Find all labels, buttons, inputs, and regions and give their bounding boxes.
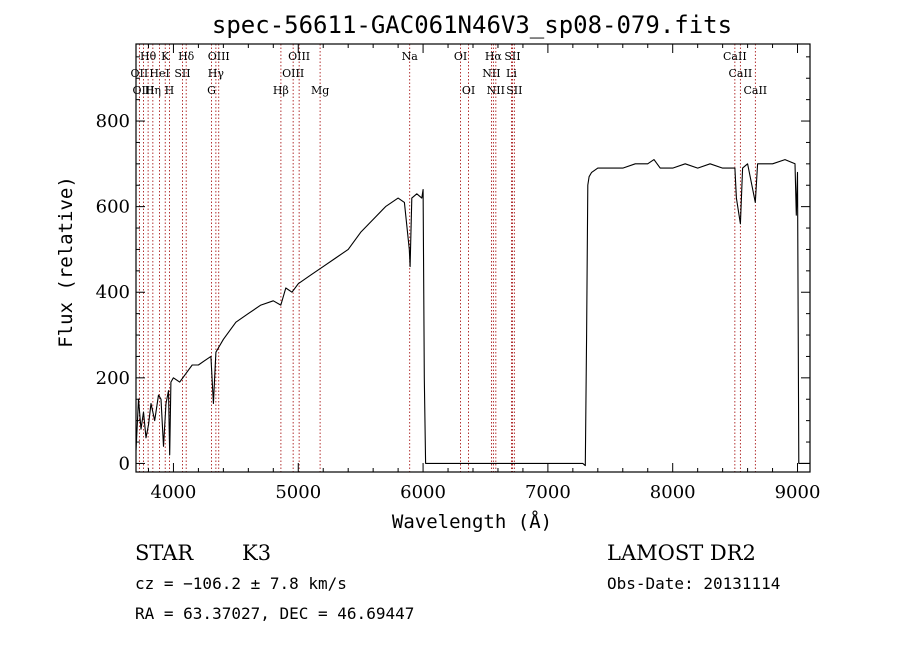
survey-name: LAMOST DR2	[607, 541, 756, 565]
x-axis-ticks: 4000 5000 6000 7000 8000 9000	[147, 44, 821, 503]
line-label-r2-3: Hγ	[208, 67, 225, 80]
spectrum-trace	[135, 159, 810, 467]
line-label-r3-4: Hβ	[273, 84, 289, 97]
line-label-r2-7: CaII	[729, 67, 753, 80]
x-tick-label-4: 8000	[650, 482, 696, 503]
x-axis-label: Wavelength (Å)	[392, 510, 552, 533]
spectral-line-markers	[138, 44, 756, 472]
line-label-r1-9: CaII	[723, 50, 747, 63]
y-axis-label: Flux (relative)	[55, 176, 77, 348]
object-subclass: K3	[242, 541, 271, 565]
line-label-r2-6: Li	[506, 67, 517, 80]
spectrum-line-0	[135, 159, 810, 467]
object-class: STAR	[135, 541, 194, 565]
y-tick-label-4: 800	[96, 111, 130, 132]
line-label-r2-2: SII	[174, 67, 190, 80]
coordinates-text: RA = 63.37027, DEC = 46.69447	[135, 604, 414, 623]
line-label-r3-7: NII	[487, 84, 505, 97]
line-label-r3-6: OI	[462, 84, 475, 97]
x-tick-label-3: 7000	[525, 482, 571, 503]
line-label-r1-3: OIII	[208, 50, 230, 63]
x-tick-label-1: 5000	[275, 482, 321, 503]
line-label-r1-6: OI	[454, 50, 467, 63]
y-tick-label-3: 600	[96, 197, 130, 218]
line-label-r3-8: SII	[506, 84, 522, 97]
line-label-r1-7: Hα	[485, 50, 503, 63]
line-label-r1-1: K	[161, 50, 170, 63]
chart-title: spec-56611-GAC061N46V3_sp08-079.fits	[212, 11, 732, 39]
y-axis-ticks: 0 200 400 600 800	[96, 56, 810, 474]
line-label-r1-2: Hδ	[178, 50, 195, 63]
line-label-r3-5: Mg	[311, 84, 329, 97]
line-label-r2-4: OIII	[282, 67, 304, 80]
obs-date-text: Obs-Date: 20131114	[607, 574, 780, 593]
line-label-r1-0: Hθ	[140, 50, 157, 63]
y-tick-label-0: 0	[119, 453, 130, 474]
line-label-r3-3: G	[207, 84, 216, 97]
line-label-r2-0: OII	[131, 67, 149, 80]
x-tick-label-2: 6000	[400, 482, 446, 503]
line-label-r2-5: NII	[482, 67, 500, 80]
line-label-r2-1: HeI	[149, 67, 169, 80]
y-tick-label-2: 400	[96, 282, 130, 303]
line-label-r1-8: SII	[504, 50, 520, 63]
y-tick-label-1: 200	[96, 368, 130, 389]
redshift-text: cz = −106.2 ± 7.8 km/s	[135, 574, 347, 593]
line-label-r3-0: OIII	[132, 84, 154, 97]
line-label-r3-1: Hη	[145, 84, 161, 97]
x-tick-label-5: 9000	[775, 482, 821, 503]
line-label-r1-4: OIII	[288, 50, 310, 63]
line-label-r1-5: Na	[402, 50, 419, 63]
plot-frame	[135, 43, 811, 473]
line-label-r3-9: CaII	[743, 84, 767, 97]
line-label-r3-2: H	[165, 84, 175, 97]
x-tick-label-0: 4000	[151, 482, 197, 503]
